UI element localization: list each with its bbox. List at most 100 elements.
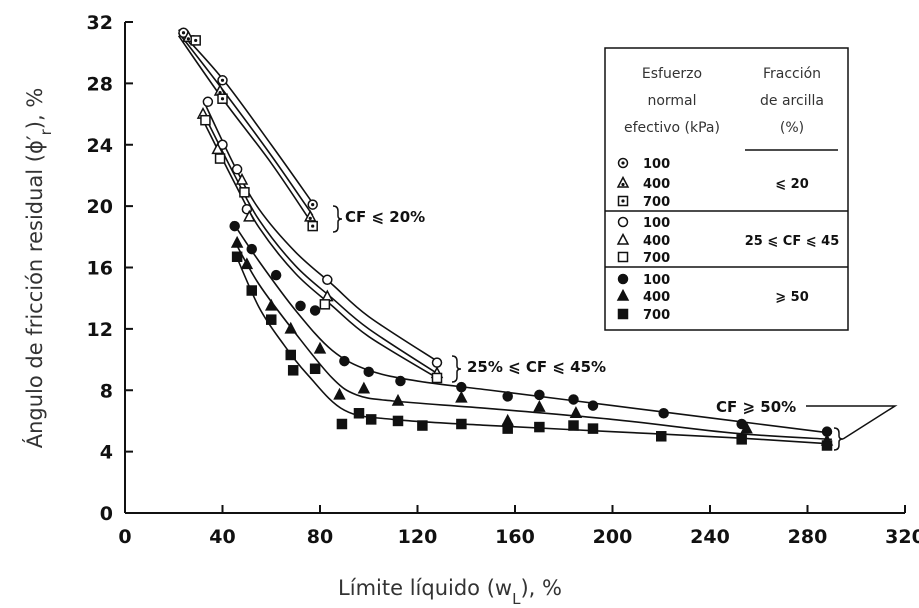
- point: [569, 406, 583, 419]
- annotation: CF ⩾ 50%: [716, 398, 796, 416]
- point: [740, 421, 753, 434]
- fit-curve: [177, 35, 314, 225]
- point: [587, 400, 599, 411]
- fit-curve: [231, 221, 832, 435]
- legend-marker: [616, 288, 630, 301]
- legend-header: efectivo (kPa): [624, 120, 720, 136]
- y-tick-label: 28: [87, 73, 113, 95]
- x-axis-label-part: Límite líquido (w: [338, 576, 512, 600]
- brace: [332, 205, 343, 233]
- point: [239, 187, 250, 198]
- point: [568, 394, 579, 405]
- point: [431, 357, 443, 368]
- legend-marker: [616, 175, 630, 188]
- legend-header: Fracción: [763, 66, 821, 82]
- point: [736, 434, 747, 445]
- point-dot: [308, 216, 312, 220]
- point: [353, 408, 365, 419]
- point: [265, 298, 278, 311]
- fit-curve: [177, 32, 314, 216]
- point: [287, 365, 299, 376]
- point: [502, 391, 513, 402]
- fit-curve: [202, 119, 438, 379]
- point: [395, 375, 406, 387]
- x-tick-label: 240: [690, 526, 730, 548]
- point-dot: [311, 202, 315, 207]
- x-tick-label: 40: [209, 526, 235, 548]
- x-tick-label: 0: [118, 526, 131, 548]
- x-tick-label: 160: [495, 526, 535, 548]
- point: [235, 172, 249, 185]
- x-axis-label-part: ), %: [520, 576, 562, 600]
- legend-box: [604, 47, 849, 331]
- legend-label: 100: [643, 273, 670, 288]
- point: [502, 423, 513, 434]
- legend-label: 700: [643, 251, 670, 266]
- y-axis-label-part: r: [37, 128, 55, 135]
- legend-label: 100: [643, 216, 670, 231]
- point: [214, 153, 226, 164]
- point: [456, 381, 467, 393]
- point: [365, 414, 377, 425]
- point: [392, 415, 404, 427]
- point: [319, 299, 331, 310]
- legend-label: 400: [643, 234, 670, 249]
- y-axis-label: Ángulo de fricción residual (ϕ′r), %: [22, 88, 55, 449]
- point: [200, 114, 211, 126]
- legend-label: 700: [643, 195, 670, 210]
- y-axis-label-part: Ángulo de fricción residual (ϕ′: [22, 135, 47, 448]
- point-dot: [186, 37, 190, 41]
- legend-label: 700: [643, 308, 670, 323]
- point: [246, 285, 257, 296]
- legend-header: Esfuerzo: [642, 66, 702, 82]
- point: [322, 274, 333, 286]
- y-tick-label: 0: [100, 503, 113, 525]
- point-dot: [194, 38, 198, 43]
- point-dot: [621, 199, 625, 203]
- legend-marker: [617, 251, 629, 263]
- y-tick-label: 8: [100, 380, 113, 402]
- point: [333, 387, 346, 400]
- point: [656, 431, 667, 442]
- point: [658, 408, 669, 419]
- point: [339, 355, 350, 367]
- y-tick-label: 16: [87, 258, 113, 280]
- point: [821, 440, 833, 451]
- point: [284, 321, 297, 334]
- point-dot: [621, 161, 625, 165]
- legend-group-label: 25 ⩽ CF ⩽ 45: [745, 234, 840, 249]
- y-tick-label: 20: [87, 196, 113, 218]
- leader: [806, 405, 898, 440]
- point: [534, 421, 545, 433]
- brace: [833, 427, 844, 451]
- legend-header: (%): [780, 120, 804, 136]
- fit-curve: [178, 29, 314, 204]
- x-tick-label: 120: [398, 526, 438, 548]
- fit-curve: [202, 112, 438, 375]
- point: [295, 300, 306, 312]
- point: [568, 420, 579, 431]
- point: [455, 390, 468, 403]
- x-tick-label: 320: [885, 526, 919, 548]
- point-dot: [220, 78, 225, 82]
- point: [240, 257, 254, 270]
- x-tick-label: 80: [307, 526, 333, 548]
- point: [202, 96, 214, 108]
- point: [533, 400, 546, 412]
- point: [270, 269, 282, 281]
- point: [363, 366, 374, 378]
- point: [391, 393, 405, 406]
- x-tick-label: 280: [788, 526, 828, 548]
- point: [336, 418, 348, 430]
- y-tick-label: 12: [87, 319, 113, 341]
- point-dot: [181, 31, 186, 35]
- y-tick-label: 24: [87, 135, 113, 157]
- brace: [451, 355, 462, 383]
- x-axis-label: Límite líquido (wL), %: [338, 576, 562, 608]
- point-dot: [218, 90, 222, 95]
- point: [309, 305, 321, 316]
- legend-group-label: ⩾ 50: [775, 290, 809, 305]
- point: [230, 235, 244, 248]
- legend-marker: [617, 216, 629, 228]
